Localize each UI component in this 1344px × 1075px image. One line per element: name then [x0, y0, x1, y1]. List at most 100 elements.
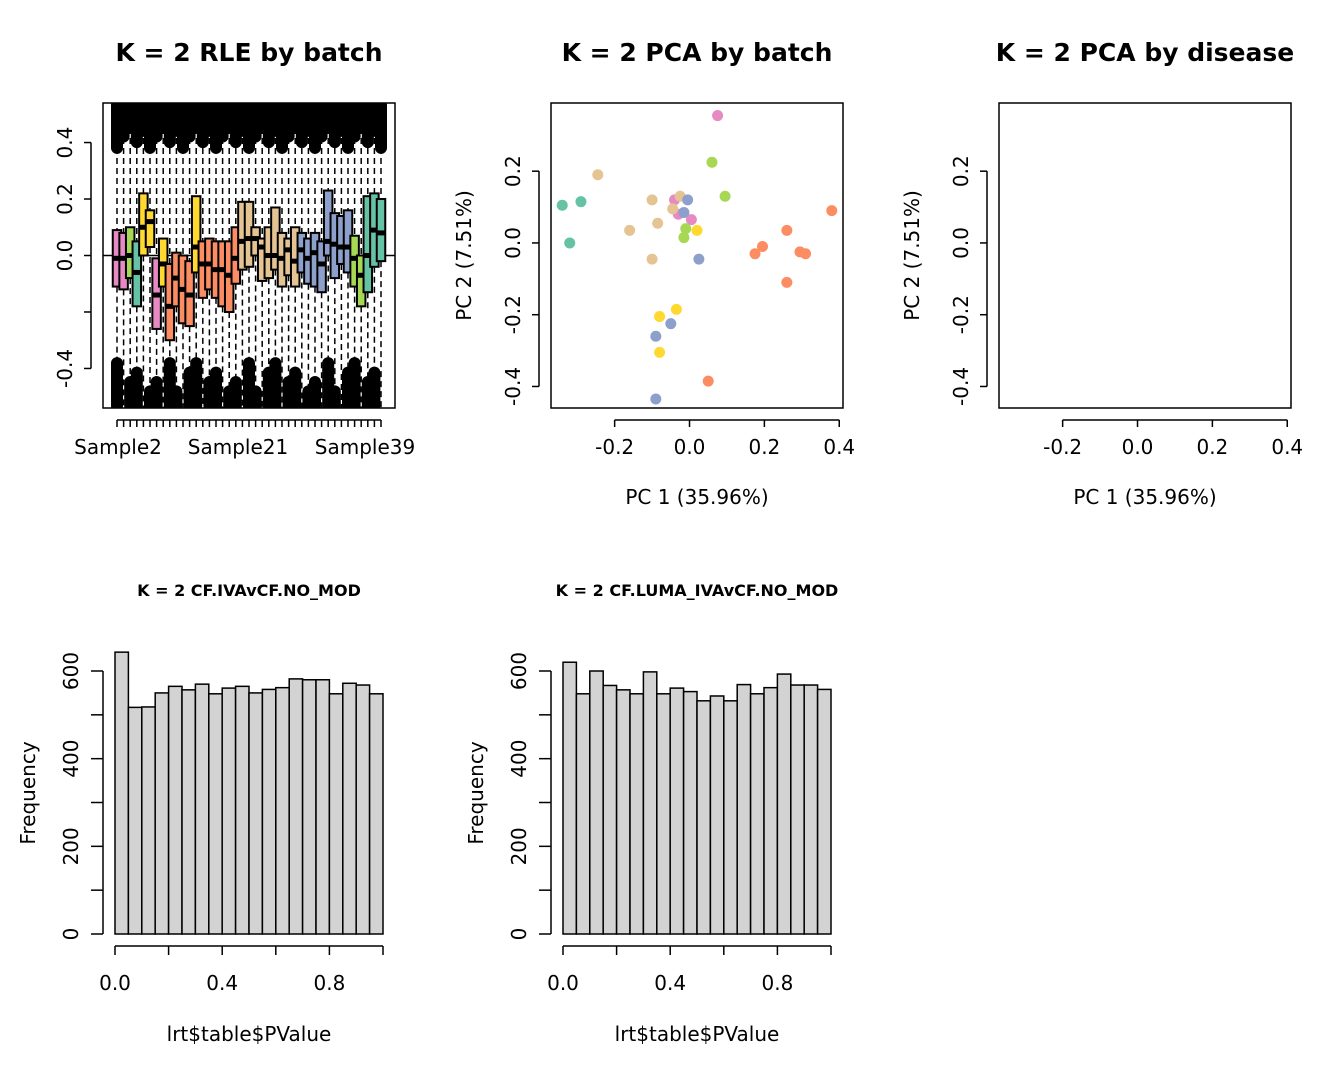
- histogram-bar: [696, 700, 712, 935]
- data-point: [624, 224, 636, 236]
- hist-luma-panel: K = 2 CF.LUMA_IVAvCF.NO_MOD 0.0 0.4 0.8 0 200…: [464, 581, 838, 1046]
- histogram-bar: [776, 673, 792, 935]
- histogram-bar: [194, 683, 210, 935]
- x-tick-label: 0.4: [654, 971, 686, 995]
- y-tick-label: 0.0: [501, 227, 525, 259]
- histogram-bar: [127, 706, 143, 935]
- data-point: [650, 330, 662, 342]
- outlier-cluster: [111, 357, 123, 408]
- histogram-bar: [248, 692, 264, 935]
- data-point: [826, 205, 838, 217]
- data-point: [592, 169, 604, 181]
- data-point: [719, 190, 731, 202]
- histogram-bar: [181, 689, 197, 935]
- chart-title: K = 2 CF.IVAvCF.NO_MOD: [137, 581, 361, 600]
- histogram-bar: [301, 679, 317, 935]
- histogram-bar: [615, 689, 631, 935]
- pca-batch-panel: K = 2 PCA by batch -0.2 0.0 0.2 0.4 -0.4 -0.2 0…: [452, 38, 855, 509]
- outlier-cluster: [150, 375, 163, 408]
- y-tick-label: -0.2: [949, 295, 973, 334]
- data-point: [702, 375, 714, 387]
- y-tick-label: 200: [59, 827, 83, 865]
- histogram-bar: [749, 693, 765, 935]
- histogram-bar: [763, 686, 779, 935]
- y-tick-label: 400: [59, 740, 83, 778]
- x-tick-label: 0.4: [823, 435, 855, 459]
- x-tick-label: Sample21: [188, 435, 288, 459]
- x-tick-label: 0.0: [674, 435, 706, 459]
- data-point: [654, 346, 666, 358]
- x-tick-label: Sample2: [74, 435, 162, 459]
- histogram-bar: [736, 683, 752, 935]
- y-tick-label: 600: [507, 652, 531, 690]
- plot-frame: [550, 102, 844, 409]
- x-tick-label: 0.0: [1122, 435, 1154, 459]
- histogram-bar: [328, 693, 344, 935]
- histogram-bar: [208, 693, 223, 935]
- histogram-bar: [154, 692, 170, 935]
- box: [316, 240, 327, 294]
- data-point: [650, 393, 662, 405]
- outlier-cluster: [375, 103, 387, 154]
- data-point: [682, 194, 694, 206]
- histogram-bar: [589, 670, 604, 935]
- histogram-bar: [114, 651, 130, 935]
- histogram-bar: [790, 684, 805, 935]
- data-point: [781, 224, 793, 236]
- histogram-bar: [355, 684, 371, 935]
- y-tick-label: 0.4: [53, 127, 77, 159]
- chart-title: K = 2 RLE by batch: [115, 38, 382, 67]
- y-axis-label: Frequency: [464, 741, 488, 844]
- x-tick-label: 0.4: [1271, 435, 1303, 459]
- y-axis-label: Frequency: [16, 741, 40, 844]
- y-tick-label: 0: [507, 928, 531, 941]
- y-axis-label: PC 2 (7.51%): [452, 190, 476, 321]
- box: [190, 195, 202, 274]
- x-tick-label: -0.2: [1043, 435, 1082, 459]
- y-tick-label: 0.0: [53, 240, 77, 272]
- histogram-bar: [709, 695, 725, 935]
- y-tick-label: 0.2: [501, 155, 525, 187]
- y-axis-label: PC 2 (7.51%): [900, 190, 924, 321]
- histogram-bar: [629, 693, 645, 935]
- x-tick-label: 0.0: [547, 971, 579, 995]
- hist-iva-panel: K = 2 CF.IVAvCF.NO_MOD 0.0 0.4 0.8 0 200 400 60…: [16, 581, 384, 1046]
- chart-title: K = 2 PCA by batch: [562, 38, 833, 67]
- data-point: [665, 318, 677, 330]
- pca-disease-panel: K = 2 PCA by disease -0.2 0.0 0.2 0.4 -0.4 -0.…: [900, 38, 1303, 509]
- x-tick-label: 0.0: [99, 971, 131, 995]
- histogram-bar: [682, 690, 698, 935]
- histogram-bar: [141, 706, 156, 935]
- y-tick-label: 0.2: [949, 155, 973, 187]
- chart-title: K = 2 PCA by disease: [996, 38, 1294, 67]
- outlier-cluster: [170, 385, 183, 408]
- data-point: [667, 203, 679, 215]
- histogram-bar: [575, 693, 591, 935]
- data-point: [575, 196, 587, 208]
- x-tick-label: 0.8: [761, 971, 793, 995]
- outlier-cluster: [269, 357, 282, 408]
- histogram-bar: [288, 678, 304, 935]
- histogram-bar: [602, 684, 618, 935]
- data-point: [749, 248, 761, 260]
- histogram-bar: [816, 688, 832, 935]
- plot-frame: [998, 102, 1292, 409]
- y-tick-label: 400: [507, 740, 531, 778]
- outlier-cluster: [309, 375, 321, 408]
- x-tick-label: Sample39: [315, 435, 415, 459]
- histogram-bar: [669, 687, 685, 935]
- rle-panel: K = 2 RLE by batch -0.4 0.0 0.2 0.4 Sample2 Sa…: [53, 38, 415, 459]
- data-point: [654, 311, 666, 322]
- histogram-bar: [315, 679, 331, 935]
- outlier-cluster: [130, 366, 143, 408]
- data-point: [691, 224, 703, 236]
- data-point: [800, 248, 812, 260]
- outlier-cluster: [210, 366, 222, 408]
- histogram-bar: [368, 693, 384, 935]
- data-point: [670, 303, 682, 315]
- y-tick-label: -0.4: [53, 349, 77, 388]
- data-point: [646, 194, 658, 206]
- histogram-bar: [723, 700, 738, 935]
- y-tick-label: -0.4: [501, 367, 525, 406]
- data-point: [685, 214, 697, 226]
